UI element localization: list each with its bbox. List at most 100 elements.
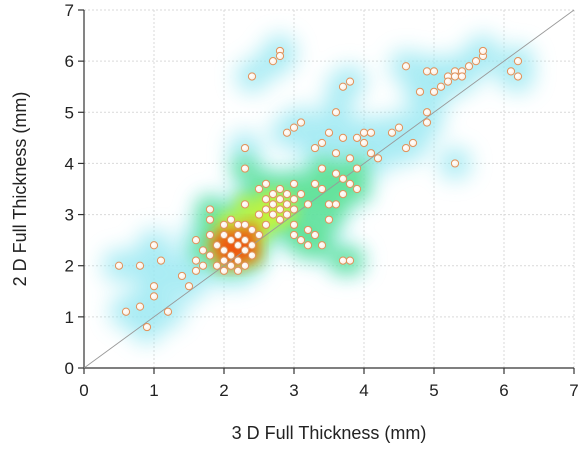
data-point [422,118,432,127]
data-point [331,200,341,209]
x-tick-label: 4 [359,381,368,400]
data-point [135,261,145,270]
data-point [282,210,292,219]
data-point [296,190,306,199]
data-point [240,220,250,229]
data-point [261,205,271,214]
data-point [359,138,369,148]
data-point [268,190,278,199]
data-point [247,225,257,235]
y-tick-label: 2 [65,257,74,276]
data-point [345,179,355,188]
data-point [191,236,201,245]
data-point [289,230,299,240]
data-point [219,220,229,229]
data-point [233,266,243,275]
data-point [268,57,278,66]
data-point [135,302,145,311]
data-point [331,149,341,158]
data-point [401,143,411,153]
data-point [408,138,418,148]
data-point [177,271,187,281]
data-point [205,251,215,260]
data-point [338,133,348,142]
data-point [191,256,201,265]
data-point [513,57,523,66]
data-point [303,225,313,235]
x-axis-title: 3 D Full Thickness (mm) [232,423,427,443]
data-point [310,230,320,240]
data-point [282,190,292,199]
data-point [233,256,243,265]
y-tick-label: 3 [65,206,74,225]
data-point [289,205,299,214]
data-point [317,138,327,148]
data-point [240,200,250,209]
data-point [184,282,194,291]
data-point [240,164,250,173]
identity-line [83,9,575,369]
identity-line-segment [83,9,575,369]
data-point [506,67,516,76]
data-point [471,57,481,66]
data-point [275,215,285,224]
data-point [254,210,264,219]
y-tick-labels: 0 1 2 3 4 5 6 7 [65,1,74,378]
data-point [373,154,383,163]
data-point [401,62,411,71]
data-point [233,230,243,240]
data-point [366,149,376,158]
data-point [324,128,334,137]
data-point [275,51,285,61]
data-point [450,72,460,81]
data-point [198,246,208,255]
data-point [233,220,243,229]
data-point [296,236,306,245]
x-tick-label: 7 [569,381,578,400]
data-point [345,256,355,265]
data-point [317,184,327,194]
data-point [275,195,285,204]
data-point [226,251,236,260]
data-point [457,72,467,81]
x-tick-label: 0 [79,381,88,400]
data-point [212,261,222,270]
data-points [114,46,523,332]
y-tick-label: 1 [65,308,74,327]
data-point [261,220,271,229]
data-point [261,179,271,188]
data-point [268,210,278,219]
data-point [303,200,313,209]
data-point [338,190,348,199]
data-point [338,256,348,265]
data-point [114,261,124,270]
data-point [331,108,341,117]
data-point [240,261,250,270]
data-point [205,215,215,224]
data-point [212,241,222,250]
data-point [317,164,327,173]
data-point [289,195,299,204]
y-tick-label: 0 [65,359,74,378]
data-point [436,82,446,91]
data-point [345,77,355,86]
data-point [478,46,488,56]
data-point [289,220,299,229]
data-point [219,266,229,275]
y-tick-label: 7 [65,1,74,20]
data-point [149,282,159,291]
data-point [429,67,439,76]
data-point [352,184,362,194]
data-point [261,195,271,204]
data-point [219,246,229,255]
data-point [121,307,131,316]
data-point [191,266,201,275]
data-point [275,205,285,214]
data-point [254,230,264,240]
data-point [226,215,236,224]
x-tick-label: 2 [219,381,228,400]
data-point [359,128,369,137]
data-point [352,164,362,173]
data-point [394,123,404,132]
